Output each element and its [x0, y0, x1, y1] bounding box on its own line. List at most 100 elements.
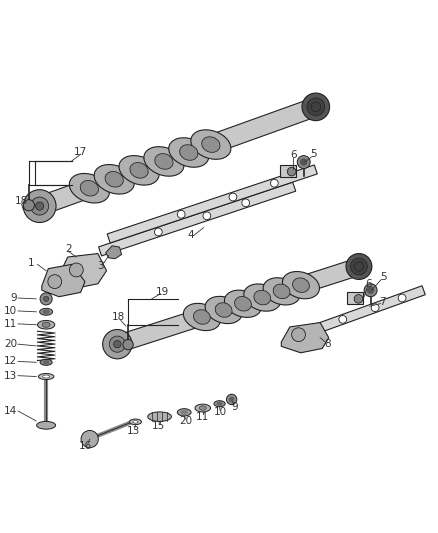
Ellipse shape — [38, 320, 55, 329]
Ellipse shape — [234, 296, 251, 311]
Text: 8: 8 — [325, 339, 331, 349]
Ellipse shape — [199, 406, 206, 410]
Polygon shape — [59, 254, 106, 288]
Polygon shape — [281, 322, 329, 353]
Text: 19: 19 — [156, 287, 169, 296]
Text: 10: 10 — [4, 306, 17, 316]
Circle shape — [271, 179, 278, 187]
Polygon shape — [107, 165, 317, 243]
Text: 5: 5 — [381, 272, 387, 282]
Ellipse shape — [37, 422, 56, 429]
Polygon shape — [314, 286, 425, 334]
Text: 17: 17 — [74, 147, 87, 157]
Circle shape — [242, 199, 250, 207]
Ellipse shape — [224, 290, 261, 318]
Ellipse shape — [180, 144, 198, 160]
Circle shape — [350, 258, 367, 275]
Ellipse shape — [43, 310, 49, 313]
Circle shape — [302, 93, 330, 120]
Text: 10: 10 — [213, 407, 226, 417]
Text: 20: 20 — [4, 339, 17, 349]
Polygon shape — [99, 182, 296, 256]
Ellipse shape — [119, 156, 159, 185]
Polygon shape — [42, 264, 85, 297]
Circle shape — [31, 197, 49, 215]
Ellipse shape — [40, 309, 53, 315]
Ellipse shape — [148, 412, 171, 422]
Ellipse shape — [195, 404, 211, 412]
Circle shape — [354, 262, 364, 271]
Text: 9: 9 — [232, 402, 238, 411]
Circle shape — [307, 98, 325, 116]
Circle shape — [297, 156, 310, 168]
Circle shape — [346, 254, 372, 279]
Ellipse shape — [283, 271, 319, 299]
Text: 20: 20 — [179, 416, 192, 426]
Ellipse shape — [169, 138, 209, 167]
Text: 16: 16 — [78, 441, 92, 450]
Text: 12: 12 — [4, 357, 17, 366]
Ellipse shape — [254, 290, 271, 305]
Ellipse shape — [273, 284, 290, 298]
Circle shape — [23, 200, 35, 211]
Circle shape — [40, 293, 52, 305]
Ellipse shape — [177, 409, 191, 416]
Ellipse shape — [105, 172, 124, 187]
Text: 4: 4 — [187, 230, 194, 240]
Ellipse shape — [130, 163, 148, 178]
FancyBboxPatch shape — [280, 165, 296, 177]
Circle shape — [48, 274, 62, 288]
Text: 9: 9 — [11, 293, 17, 303]
Circle shape — [301, 159, 307, 165]
Ellipse shape — [39, 374, 54, 379]
Ellipse shape — [43, 361, 49, 364]
Text: 3: 3 — [98, 261, 104, 271]
Text: 13: 13 — [127, 426, 140, 437]
Ellipse shape — [194, 310, 210, 324]
Polygon shape — [36, 98, 319, 215]
Text: 6: 6 — [365, 279, 372, 289]
Text: 11: 11 — [196, 411, 209, 422]
Ellipse shape — [80, 180, 99, 196]
Text: 18: 18 — [112, 312, 125, 322]
Ellipse shape — [217, 402, 222, 405]
Circle shape — [292, 328, 305, 342]
Ellipse shape — [144, 147, 184, 176]
Text: 18: 18 — [15, 196, 28, 206]
Circle shape — [398, 294, 406, 302]
Circle shape — [371, 304, 379, 312]
Circle shape — [113, 341, 121, 348]
Circle shape — [35, 202, 44, 210]
Circle shape — [339, 316, 346, 323]
Text: 1: 1 — [28, 258, 34, 268]
Circle shape — [155, 228, 162, 236]
Ellipse shape — [155, 154, 173, 169]
Circle shape — [287, 167, 296, 176]
Ellipse shape — [40, 359, 52, 365]
Ellipse shape — [244, 284, 281, 311]
Ellipse shape — [129, 419, 141, 425]
Circle shape — [230, 397, 234, 401]
Ellipse shape — [184, 303, 220, 330]
Circle shape — [203, 212, 211, 220]
Ellipse shape — [263, 278, 300, 305]
Polygon shape — [106, 246, 122, 259]
FancyBboxPatch shape — [347, 292, 363, 304]
Ellipse shape — [133, 421, 138, 423]
Text: 11: 11 — [4, 319, 17, 329]
Circle shape — [123, 340, 133, 350]
Circle shape — [81, 431, 99, 448]
Circle shape — [177, 211, 185, 218]
Circle shape — [43, 296, 49, 302]
Ellipse shape — [214, 401, 225, 407]
Text: 7: 7 — [379, 297, 386, 307]
Ellipse shape — [42, 375, 49, 378]
Circle shape — [109, 336, 125, 352]
Text: 15: 15 — [152, 421, 165, 431]
Ellipse shape — [205, 296, 242, 324]
Circle shape — [23, 190, 56, 222]
Circle shape — [226, 394, 237, 405]
Text: 14: 14 — [4, 406, 17, 416]
Text: 13: 13 — [4, 370, 17, 381]
Text: 2: 2 — [66, 244, 72, 254]
